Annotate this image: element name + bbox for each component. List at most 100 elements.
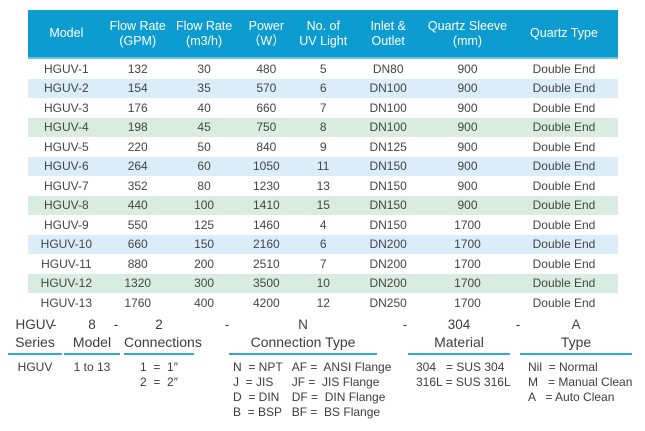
cell-inlet-outlet: DN150 xyxy=(369,198,407,213)
cell-quartz-sleeve: 900 xyxy=(457,120,478,135)
code-separator: - xyxy=(224,317,230,332)
cell-uv-count: 5 xyxy=(319,61,327,76)
cell-power: 840 xyxy=(256,139,277,154)
cell-inlet-outlet: DN150 xyxy=(369,178,407,193)
value-npt: N = NPT xyxy=(233,360,283,374)
value-series: HGUV xyxy=(17,360,53,374)
table-row: HGUV-12 1320 300 3500 10 DN200 1700 Doub… xyxy=(28,273,618,293)
cell-quartz-sleeve: 900 xyxy=(457,159,478,174)
cell-power: 2510 xyxy=(252,256,280,271)
value-connection-2: 2 = 2″ xyxy=(140,375,178,389)
cell-flow-m3h: 300 xyxy=(194,276,215,291)
cell-uv-count: 4 xyxy=(319,217,327,232)
label-series: Series xyxy=(8,334,62,355)
table-row: HGUV-3 176 40 660 7 DN100 900 Double End xyxy=(28,98,618,118)
value-bs-flange: BF = BS Flange xyxy=(291,405,381,419)
label-type: Type xyxy=(520,334,632,355)
column-header-flow-gpm: Flow Rate (GPM) xyxy=(105,10,171,57)
cell-flow-m3h: 45 xyxy=(197,120,211,135)
cell-uv-count: 11 xyxy=(317,159,330,174)
cell-power: 2160 xyxy=(252,237,280,252)
cell-flow-gpm: 660 xyxy=(127,237,148,252)
cell-model: HGUV-10 xyxy=(40,237,93,252)
cell-flow-gpm: 176 xyxy=(127,100,148,115)
cell-flow-m3h: 80 xyxy=(197,178,211,193)
cell-power: 4200 xyxy=(252,295,280,310)
table-header: Model Flow Rate (GPM) Flow Rate (m3/h) P… xyxy=(28,10,618,59)
code-connections: 2 xyxy=(155,317,163,332)
header-line1: No. of xyxy=(306,18,340,33)
header-line2: (mm) xyxy=(452,33,483,48)
cell-inlet-outlet: DN100 xyxy=(369,100,407,115)
cell-quartz-type: Double End xyxy=(532,256,596,271)
cell-flow-m3h: 60 xyxy=(197,159,211,174)
cell-power: 1410 xyxy=(252,198,280,213)
code-separator: - xyxy=(113,317,119,332)
ordering-code-legend: - - - - - HGUV Series HGUV 8 Model 1 to … xyxy=(0,317,645,431)
value-auto-clean: A = Auto Clean xyxy=(528,390,615,404)
cell-quartz-type: Double End xyxy=(532,217,596,232)
cell-model: HGUV-11 xyxy=(41,256,92,271)
cell-quartz-sleeve: 1700 xyxy=(454,256,481,271)
cell-flow-gpm: 132 xyxy=(127,61,148,76)
cell-inlet-outlet: DN100 xyxy=(369,120,407,135)
cell-power: 1230 xyxy=(252,178,280,193)
column-header-uv-count: No. of UV Light xyxy=(295,10,351,57)
cell-quartz-type: Double End xyxy=(532,198,596,213)
header-line1: Model xyxy=(49,26,84,40)
cell-model: HGUV-6 xyxy=(44,159,89,174)
cell-uv-count: 12 xyxy=(316,295,330,310)
legend-col-connection-type: N Connection Type N = NPT J = JIS D = DI… xyxy=(229,317,391,420)
cell-inlet-outlet: DN200 xyxy=(369,256,407,271)
table-row: HGUV-11 880 200 2510 7 DN200 1700 Double… xyxy=(28,254,618,274)
table-row: HGUV-1 132 30 480 5 DN80 900 Double End xyxy=(28,59,618,79)
header-line1: Power xyxy=(248,18,285,33)
cell-flow-gpm: 154 xyxy=(127,81,148,96)
code-material: 304 xyxy=(447,317,471,332)
cell-flow-gpm: 1320 xyxy=(124,276,152,291)
cell-quartz-sleeve: 900 xyxy=(457,139,478,154)
cell-model: HGUV-13 xyxy=(40,295,93,310)
cell-uv-count: 6 xyxy=(319,237,327,252)
connection-type-threaded-list: N = NPT J = JIS D = DIN B = BSP xyxy=(229,360,283,420)
cell-flow-gpm: 1760 xyxy=(124,295,152,310)
legend-col-connections: 2 Connections 1 = 1″ 2 = 2″ xyxy=(124,317,202,390)
value-ansi-flange: AF = ANSI Flange xyxy=(291,360,392,374)
cell-uv-count: 10 xyxy=(316,276,330,291)
code-type: A xyxy=(571,317,581,332)
header-line1: Flow Rate xyxy=(109,18,166,33)
cell-flow-m3h: 40 xyxy=(197,100,211,115)
cell-quartz-type: Double End xyxy=(532,159,596,174)
cell-quartz-type: Double End xyxy=(532,295,596,310)
value-normal: Nil = Normal xyxy=(528,360,598,374)
value-jis: J = JIS xyxy=(233,375,274,389)
cell-inlet-outlet: DN200 xyxy=(369,276,407,291)
label-connection-type: Connection Type xyxy=(229,334,377,355)
cell-quartz-sleeve: 1700 xyxy=(454,295,481,310)
cell-model: HGUV-4 xyxy=(44,120,89,135)
header-line2: Outlet xyxy=(371,33,405,48)
table-row: HGUV-5 220 50 840 9 DN125 900 Double End xyxy=(28,137,618,157)
cell-flow-m3h: 100 xyxy=(194,198,215,213)
column-header-inlet-outlet: Inlet & Outlet xyxy=(351,10,425,57)
cell-uv-count: 8 xyxy=(319,120,327,135)
cell-quartz-type: Double End xyxy=(532,276,596,291)
cell-inlet-outlet: DN250 xyxy=(369,295,407,310)
cell-flow-m3h: 400 xyxy=(194,295,215,310)
cell-model: HGUV-2 xyxy=(44,81,89,96)
cell-power: 660 xyxy=(256,100,277,115)
cell-power: 1050 xyxy=(252,159,280,174)
header-line1: Flow Rate xyxy=(175,18,233,33)
label-connections: Connections xyxy=(124,334,202,355)
value-bsp: B = BSP xyxy=(233,405,283,419)
cell-quartz-type: Double End xyxy=(532,120,596,135)
table-row: HGUV-4 198 45 750 8 DN100 900 Double End xyxy=(28,117,618,137)
column-header-flow-m3h: Flow Rate (m3/h) xyxy=(171,10,238,57)
cell-quartz-sleeve: 1700 xyxy=(454,217,481,232)
cell-flow-gpm: 880 xyxy=(127,256,148,271)
cell-flow-gpm: 220 xyxy=(127,139,148,154)
cell-uv-count: 9 xyxy=(319,139,327,154)
cell-flow-m3h: 200 xyxy=(194,256,215,271)
cell-model: HGUV-8 xyxy=(44,198,89,213)
cell-inlet-outlet: DN80 xyxy=(372,61,404,76)
